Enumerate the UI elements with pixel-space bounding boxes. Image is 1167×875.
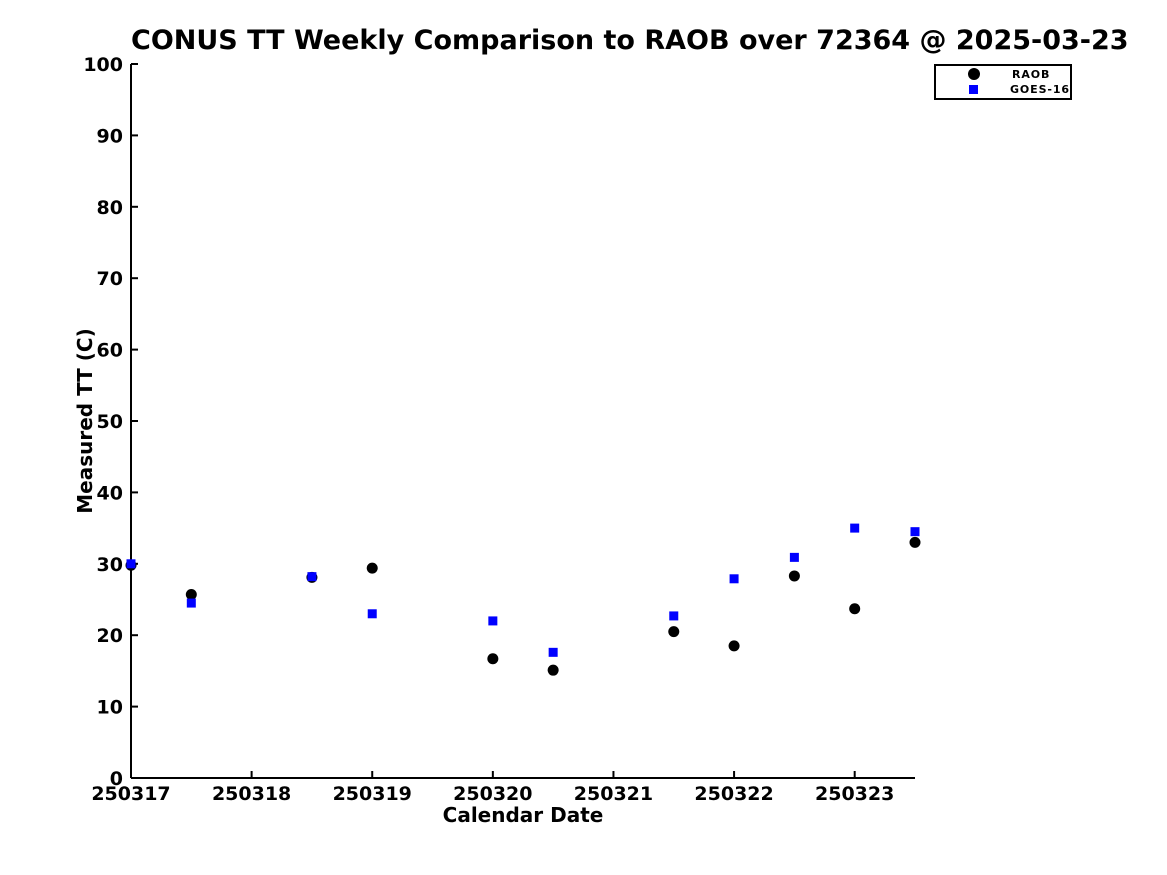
legend-marker-cell [936, 85, 1010, 95]
legend-marker-cell [936, 68, 1012, 81]
goes16-point [307, 572, 317, 582]
y-tick-label: 20 [97, 625, 123, 647]
raob-point [909, 536, 921, 548]
y-axis-label: Measured TT (C) [73, 328, 97, 514]
goes16-point [910, 527, 920, 537]
y-tick-label: 0 [110, 768, 123, 790]
x-axis-label: Calendar Date [442, 803, 604, 827]
raob-circle-icon [968, 68, 980, 81]
y-tick-label: 60 [97, 340, 123, 362]
legend-item-raob: RAOB [936, 67, 1070, 82]
goes16-point [186, 598, 196, 608]
y-tick-label: 50 [97, 411, 123, 433]
y-tick-label: 10 [97, 697, 123, 719]
goes16-square-icon [968, 85, 978, 95]
goes16-point [789, 552, 799, 562]
y-tick-label: 30 [97, 554, 123, 576]
legend: RAOB GOES-16 [934, 64, 1072, 100]
raob-point [788, 570, 800, 582]
raob-point [185, 589, 197, 601]
goes16-point [729, 574, 739, 584]
raob-point [487, 653, 499, 665]
y-tick-label: 100 [83, 54, 123, 76]
raob-point [728, 640, 740, 652]
raob-point [849, 603, 861, 615]
goes16-point [850, 523, 860, 533]
raob-point [668, 626, 680, 638]
y-tick-label: 70 [97, 268, 123, 290]
goes16-point [488, 616, 498, 626]
goes16-point [548, 647, 558, 657]
legend-label-goes16: GOES-16 [1010, 83, 1070, 97]
goes16-point [367, 609, 377, 619]
goes16-point [669, 611, 679, 621]
x-tick-label: 250317 [91, 783, 170, 805]
x-tick-label: 250318 [212, 783, 291, 805]
legend-item-goes16: GOES-16 [936, 82, 1070, 97]
goes16-point [126, 559, 136, 569]
y-tick-label: 40 [97, 482, 123, 504]
x-tick-label: 250321 [574, 783, 653, 805]
raob-point [547, 664, 559, 676]
y-tick-label: 90 [97, 125, 123, 147]
x-tick-label: 250323 [815, 783, 894, 805]
x-tick-label: 250320 [453, 783, 532, 805]
y-tick-label: 80 [97, 197, 123, 219]
x-tick-label: 250322 [694, 783, 773, 805]
legend-label-raob: RAOB [1012, 67, 1051, 81]
x-tick-label: 250319 [333, 783, 412, 805]
raob-point [366, 562, 378, 574]
